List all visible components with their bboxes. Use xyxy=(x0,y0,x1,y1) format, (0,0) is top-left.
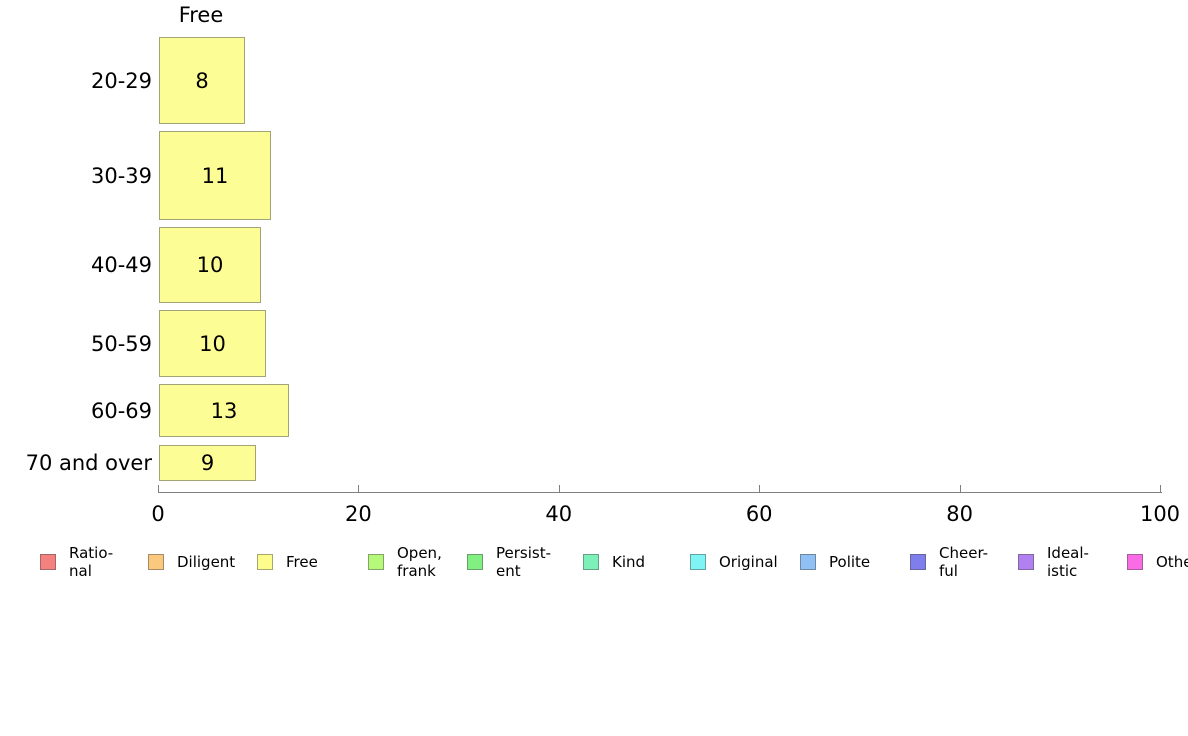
legend-color-swatch-icon xyxy=(467,554,483,570)
legend-color-swatch-icon xyxy=(368,554,384,570)
axis-tick-label: 0 xyxy=(151,502,165,526)
legend-color-swatch-icon xyxy=(148,554,164,570)
bar: 9 xyxy=(159,445,256,481)
legend-item-persistent[interactable]: Persist- ent xyxy=(467,542,551,582)
axis-tick-label: 80 xyxy=(946,502,973,526)
axis-tick-label: 40 xyxy=(545,502,573,526)
legend-color-swatch-icon xyxy=(910,554,926,570)
axis-tick-label: 20 xyxy=(345,502,372,526)
legend-item-other[interactable]: Other xyxy=(1127,542,1188,582)
axis-tick-label: 100 xyxy=(1139,502,1181,526)
category-label: 30-39 xyxy=(90,163,152,188)
legend-label: Kind xyxy=(612,553,646,571)
category-label: 60-69 xyxy=(90,398,152,423)
legend-label: Open, frank xyxy=(397,544,442,580)
legend-item-cheerful[interactable]: Cheer- ful xyxy=(910,542,988,582)
legend-item-open-frank[interactable]: Open, frank xyxy=(368,542,442,582)
legend-label: Original xyxy=(719,553,778,571)
legend-item-free[interactable]: Free xyxy=(257,542,318,582)
legend-label: Cheer- ful xyxy=(939,544,989,580)
legend-item-idealistic[interactable]: Ideal- istic xyxy=(1018,542,1089,582)
category-label: 50-59 xyxy=(90,331,152,356)
legend-color-swatch-icon xyxy=(257,554,273,570)
legend-label: Diligent xyxy=(177,553,236,571)
category-label: 20-29 xyxy=(90,68,152,93)
legend-label: Ratio- nal xyxy=(69,544,114,580)
legend-color-swatch-icon xyxy=(583,554,599,570)
legend-color-swatch-icon xyxy=(1018,554,1034,570)
bar-value-label: 11 xyxy=(201,163,229,188)
axis-tick xyxy=(759,485,761,492)
bar-value-label: 8 xyxy=(195,68,209,93)
axis-tick-label: 60 xyxy=(745,502,773,526)
bar-value-label: 10 xyxy=(196,253,224,277)
legend-label: Other xyxy=(1156,553,1188,571)
legend-label: Free xyxy=(286,553,318,571)
axis-tick xyxy=(1160,485,1161,492)
legend-color-swatch-icon xyxy=(690,554,706,570)
bar: 10 xyxy=(159,310,266,377)
bar-value-label: 9 xyxy=(200,451,215,475)
legend-color-swatch-icon xyxy=(800,554,816,570)
legend-item-polite[interactable]: Polite xyxy=(800,542,870,582)
chart-title: Free xyxy=(178,3,224,27)
legend-item-kind[interactable]: Kind xyxy=(583,542,645,582)
axis-tick xyxy=(358,485,360,492)
x-axis-line xyxy=(158,492,1162,493)
bar: 8 xyxy=(159,37,245,124)
legend-label: Polite xyxy=(829,553,871,571)
axis-tick xyxy=(959,485,961,492)
legend-color-swatch-icon xyxy=(1127,554,1143,570)
legend-item-rational[interactable]: Ratio- nal xyxy=(40,542,113,582)
bar: 11 xyxy=(159,131,271,220)
legend-color-swatch-icon xyxy=(40,554,56,570)
bar-value-label: 10 xyxy=(199,331,226,356)
legend-label: Persist- ent xyxy=(496,544,551,580)
axis-tick xyxy=(558,485,560,492)
axis-tick xyxy=(158,485,159,492)
legend-item-original[interactable]: Original xyxy=(690,542,778,582)
category-label: 40-49 xyxy=(90,253,152,277)
category-label: 70 and over xyxy=(25,451,152,475)
bar-value-label: 13 xyxy=(210,398,238,423)
legend-label: Ideal- istic xyxy=(1047,544,1089,580)
bar: 13 xyxy=(159,384,289,437)
legend-item-diligent[interactable]: Diligent xyxy=(148,542,235,582)
bar: 10 xyxy=(159,227,261,303)
